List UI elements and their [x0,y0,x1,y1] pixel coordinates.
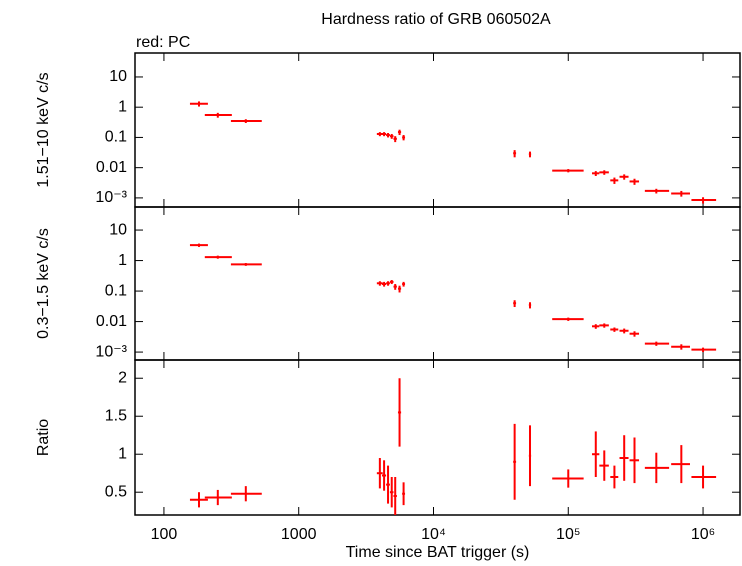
y-tick-label: 10⁻³ [95,343,127,360]
x-tick-label: 1000 [281,526,317,543]
x-tick-label: 10⁵ [556,526,580,543]
x-tick-label: 10⁶ [691,526,715,543]
y-axis-label: Ratio [35,419,52,456]
y-tick-label: 1 [118,252,127,269]
y-tick-label: 0.01 [96,159,127,176]
legend-entry: red: PC [136,34,190,51]
y-tick-label: 1 [118,98,127,115]
x-tick-label: 100 [151,526,178,543]
y-axis-label: 1.51−10 keV c/s [35,72,52,187]
y-tick-label: 1 [118,445,127,462]
plot-frame [134,52,741,208]
x-axis-label: Time since BAT trigger (s) [346,544,530,561]
y-tick-label: 0.01 [96,313,127,330]
chart-title: Hardness ratio of GRB 060502A [321,11,551,28]
plot-frame [134,359,741,516]
plot-frame [134,206,741,361]
y-tick-label: 0.1 [105,129,127,146]
y-tick-label: 1.5 [105,407,127,424]
y-tick-label: 2 [118,369,127,386]
y-tick-label: 0.1 [105,282,127,299]
x-tick-label: 10⁴ [421,526,446,543]
y-tick-label: 0.5 [105,483,127,500]
y-tick-label: 10 [109,221,127,238]
y-tick-label: 10⁻³ [95,189,127,206]
y-tick-label: 10 [109,68,127,85]
y-axis-label: 0.3−1.5 keV c/s [35,228,52,339]
